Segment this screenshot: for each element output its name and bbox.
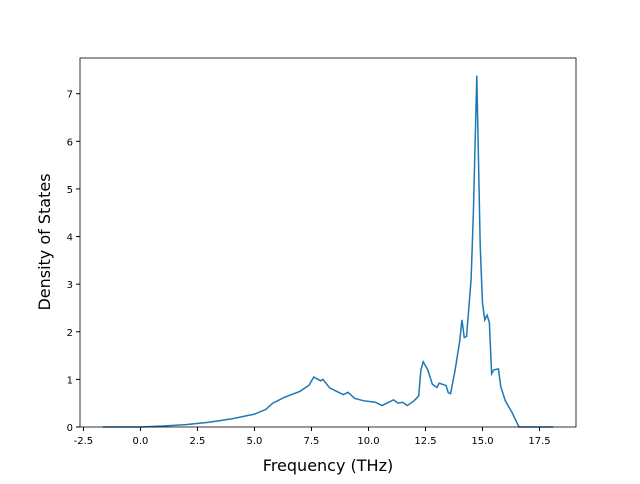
x-tick-label: 2.5 — [189, 436, 205, 447]
y-tick-label: 7 — [67, 90, 73, 101]
y-tick-label: 5 — [67, 185, 73, 196]
y-tick-label: 0 — [67, 423, 73, 434]
x-axis-label: Frequency (THz) — [263, 456, 393, 475]
y-tick-label: 4 — [67, 233, 73, 244]
y-axis-label: Density of States — [35, 173, 54, 310]
x-tick-label: 10.0 — [357, 436, 379, 447]
x-tick-label: 0.0 — [132, 436, 148, 447]
x-tick-label: 12.5 — [414, 436, 436, 447]
x-tick-label: 15.0 — [471, 436, 493, 447]
x-tick-label: 7.5 — [304, 436, 320, 447]
x-tick-label: -2.5 — [74, 436, 94, 447]
line-series — [102, 75, 554, 428]
x-tick-label: 17.5 — [528, 436, 550, 447]
y-tick-label: 2 — [67, 328, 73, 339]
x-tick-label: 5.0 — [247, 436, 263, 447]
y-tick-label: 1 — [67, 375, 73, 386]
y-tick-label: 6 — [67, 137, 73, 148]
y-tick-label: 3 — [67, 280, 73, 291]
plot-frame — [79, 57, 577, 428]
